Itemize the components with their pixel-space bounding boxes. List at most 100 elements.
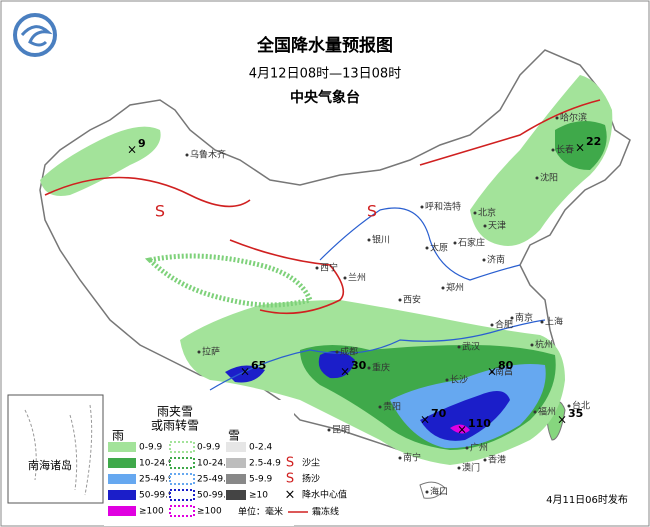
- city-dot: [398, 298, 402, 302]
- legend-label: 2.5-4.9: [249, 459, 281, 469]
- legend-label: 5-9.9: [249, 475, 273, 485]
- rain-area: [318, 351, 355, 379]
- city-dot: [425, 490, 429, 494]
- rain-area: [555, 121, 607, 170]
- city-label: 西宁: [320, 262, 338, 274]
- city-dot: [457, 345, 461, 349]
- inset-border: [24, 404, 93, 496]
- legend-swatch: [169, 489, 195, 501]
- legend-swatch: [226, 458, 246, 468]
- city-dot: [535, 176, 539, 180]
- legend-symbol: ×: [285, 488, 296, 503]
- city-dot: [457, 466, 461, 470]
- city-dot: [367, 238, 371, 242]
- city-label: 南京: [515, 312, 533, 324]
- city-label: 乌鲁木齐: [190, 149, 226, 161]
- city-dot: [335, 350, 339, 354]
- city-label: 郑州: [446, 282, 464, 294]
- city-label: 成都: [340, 346, 358, 358]
- city-label: 太原: [430, 242, 448, 254]
- city-label: 拉萨: [202, 346, 220, 358]
- city-label: 银川: [372, 234, 390, 246]
- legend-label: 扬沙: [302, 473, 320, 485]
- legend-swatch: [226, 474, 246, 484]
- legend-label: 50-99.9: [139, 491, 174, 501]
- legend-title: 或雨转雪: [151, 418, 199, 433]
- center-value: 70: [431, 407, 447, 420]
- city-dot: [185, 153, 189, 157]
- legend-label: ≥10: [249, 491, 268, 501]
- inset-label: 南海诸岛: [28, 458, 72, 472]
- city-dot: [490, 323, 494, 327]
- legend-swatch: [169, 441, 195, 453]
- legend-label: 降水中心值: [302, 489, 347, 501]
- center-cross: ×: [457, 423, 467, 437]
- city-label: 澳门: [462, 462, 480, 474]
- frost-line: [229, 239, 345, 315]
- city-dot: [398, 456, 402, 460]
- city-dot: [315, 266, 319, 270]
- center-cross: ×: [340, 365, 350, 379]
- issuer: 中央气象台: [290, 89, 360, 106]
- issued: 4月11日06时发布: [546, 493, 628, 506]
- city-label: 沈阳: [540, 172, 558, 184]
- legend-label: ≥100: [139, 507, 164, 517]
- city-label: 哈尔滨: [560, 112, 587, 124]
- city-label: 广州: [470, 442, 488, 454]
- city-label: 石家庄: [458, 237, 485, 249]
- city-label: 海口: [430, 486, 448, 498]
- city-dot: [445, 378, 449, 382]
- city-dot: [441, 286, 445, 290]
- legend-swatch: [226, 442, 246, 452]
- period: 4月12日08时—13日08时: [249, 67, 401, 82]
- city-label: 北京: [478, 207, 496, 219]
- legend-swatch: [169, 473, 195, 485]
- legend-label: 0-2.4: [249, 443, 273, 453]
- sand-symbol: S: [367, 202, 377, 221]
- city-label: 长沙: [450, 374, 468, 386]
- city-label: 台北: [572, 400, 590, 412]
- sand-symbol: S: [155, 202, 165, 221]
- city-label: 西安: [403, 294, 421, 306]
- city-dot: [343, 276, 347, 280]
- legend-frost: 霜冻线: [312, 506, 339, 518]
- center-value: 22: [586, 135, 601, 148]
- city-dot: [567, 404, 571, 408]
- city-label: 合肥: [495, 319, 513, 331]
- legend-title: 雪: [228, 429, 240, 443]
- legend-swatch: [108, 458, 136, 468]
- city-label: 呼和浩特: [425, 201, 461, 213]
- city-dot: [378, 405, 382, 409]
- center-value: 65: [251, 359, 266, 372]
- legend-label: 0-9.9: [197, 443, 221, 453]
- center-cross: ×: [575, 141, 585, 155]
- city-dot: [530, 343, 534, 347]
- city-label: 天津: [488, 221, 506, 232]
- city-dot: [483, 224, 487, 228]
- center-cross: ×: [240, 365, 250, 379]
- rain-area: [450, 424, 470, 434]
- legend-swatch: [169, 457, 195, 469]
- city-dot: [490, 370, 494, 374]
- legend-label: 10-24.9: [197, 459, 232, 469]
- city-label: 昆明: [332, 425, 350, 436]
- city-dot: [483, 458, 487, 462]
- legend-label: 0-9.9: [139, 443, 163, 453]
- city-label: 武汉: [462, 341, 480, 353]
- legend-label: 25-49.9: [197, 475, 232, 485]
- legend-swatch: [108, 506, 136, 516]
- frost-line: [44, 176, 251, 208]
- legend-swatch: [108, 490, 136, 500]
- legend-swatch: [108, 442, 136, 452]
- city-label: 重庆: [372, 362, 390, 374]
- legend-label: 50-99.9: [197, 491, 232, 501]
- city-label: 杭州: [535, 339, 553, 351]
- center-value: 35: [568, 407, 583, 420]
- frost-line: [419, 99, 601, 166]
- legend-label: 25-49.9: [139, 475, 174, 485]
- city-dot: [510, 316, 514, 320]
- title: 全国降水量预报图: [256, 35, 393, 56]
- hainan: [419, 481, 446, 499]
